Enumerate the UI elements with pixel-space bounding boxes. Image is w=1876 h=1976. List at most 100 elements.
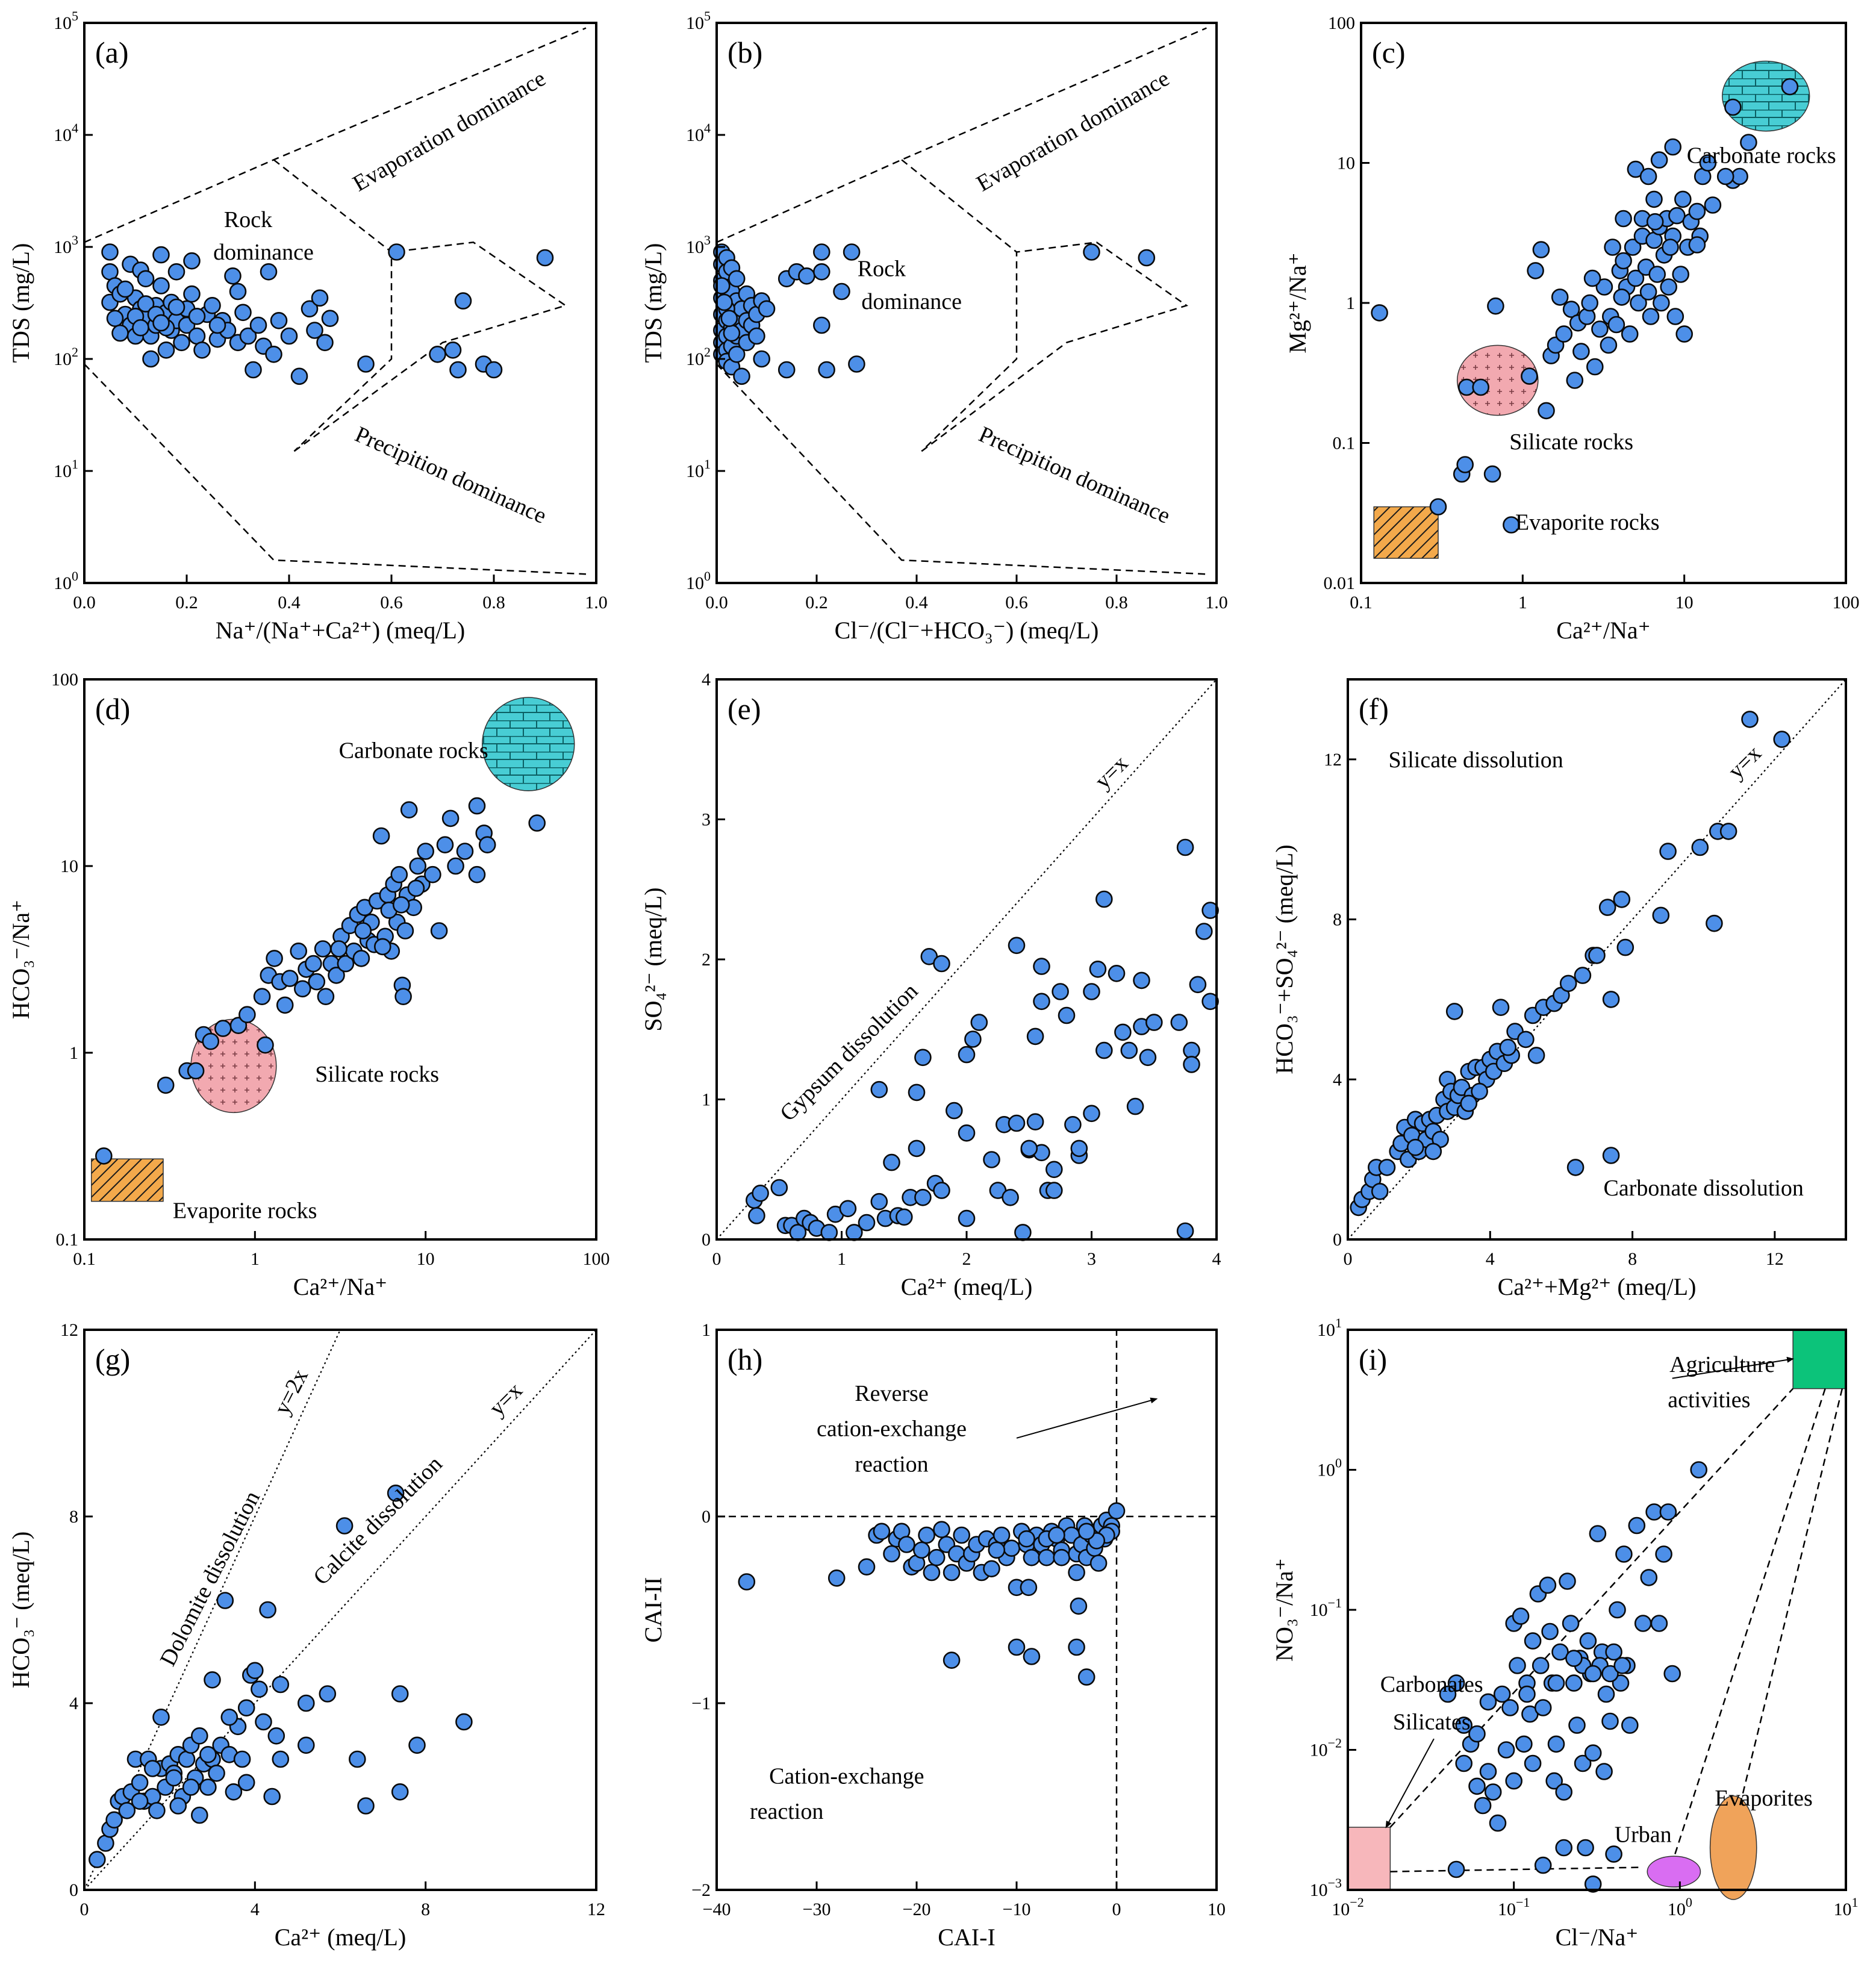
annotation-e-1: Gypsum dissolution [775,979,923,1126]
annotation-c-0: Carbonate rocks [1687,143,1836,169]
data-point [321,310,339,328]
data-point [1058,1006,1076,1024]
data-point [1652,906,1670,924]
data-point [1083,1105,1100,1123]
annotation-c-1: Silicate rocks [1509,429,1633,455]
data-point [1581,294,1598,312]
data-point [319,1685,337,1703]
data-point [1716,167,1734,185]
data-point [152,277,170,295]
annotation-a-1: dominance [213,240,314,265]
data-point [770,1179,788,1197]
data-point [1120,1041,1138,1059]
y-tick-label: 10−1 [1310,1595,1342,1620]
x-axis-label-a: Na⁺/(Na⁺+Ca²⁺) (meq/L) [216,617,465,644]
data-point [468,865,486,884]
data-point [1183,1056,1200,1073]
data-point [1559,974,1577,993]
y-tick-label: 100 [686,569,711,593]
region-evaporite_box-c [1373,506,1439,559]
data-point [311,289,329,307]
x-tick-label: 3 [1087,1249,1096,1269]
panel-label-c: (c) [1372,36,1406,69]
data-point [173,334,190,352]
data-point [1675,325,1693,343]
data-point [1468,1777,1486,1795]
region-evaporite_box-d [90,1158,164,1202]
y-tick-label: 4 [1333,1070,1342,1089]
y-axis-label-h: CAI-II [640,1577,667,1643]
annotation-arrow-i-0 [1672,1356,1795,1379]
data-point [1688,202,1706,220]
data-point [267,1727,285,1745]
data-point [1176,838,1194,856]
data-point [933,955,950,973]
data-point [157,1076,175,1094]
y-tick-label: 0.1 [56,1230,79,1250]
data-point [1501,1699,1519,1716]
data-point [1455,1716,1472,1734]
data-point [1584,1744,1602,1762]
plot-frame-h [715,1329,1218,1891]
data-point [1628,1516,1646,1535]
y-tick-label: 12 [1324,750,1342,770]
data-point [1521,367,1538,385]
annotation-h-3: Cation-exchange [769,1763,924,1789]
data-point [1195,923,1213,940]
annotation-i-1: activities [1668,1388,1750,1413]
x-tick-label: −20 [903,1900,931,1919]
x-tick-label: 0 [1344,1249,1353,1269]
data-point [848,355,865,373]
data-point [1613,288,1631,306]
data-point [1095,1041,1113,1059]
x-axis-label-g: Ca²⁺ (meq/L) [275,1924,407,1951]
data-point [1615,252,1632,270]
annotation-d-2: Evaporite rocks [173,1198,317,1224]
data-point [272,1675,290,1694]
data-point [214,1020,232,1037]
annotation-a-2: Evaporation dominance [349,66,550,196]
data-point [983,1560,1000,1578]
y-tick-label: 103 [686,232,711,257]
data-point [1014,1224,1032,1241]
plot-frame-d [83,678,597,1241]
x-tick-label: −40 [703,1900,731,1919]
data-point [255,1713,272,1731]
data-point [436,836,454,853]
data-point [1648,266,1666,283]
data-point [758,300,776,318]
data-point [913,1541,930,1559]
data-point [245,361,262,379]
x-tick-label: 1 [1518,593,1527,612]
data-point [833,282,850,301]
data-point [106,310,124,328]
data-point [820,1224,838,1241]
x-axis-label-f: Ca²⁺+Mg²⁺ (meq/L) [1498,1273,1697,1300]
data-point [988,1541,1006,1559]
guide-line-i-1 [1390,1866,1644,1872]
data-point [131,1792,149,1810]
data-point [266,950,283,967]
panel-f: Silicate dissolution Carbonate dissolutio… [1271,678,1847,1300]
data-point [95,1147,113,1165]
data-point [335,1517,354,1535]
data-point [723,324,741,342]
annotation-h-0: Reverse [855,1381,928,1406]
data-point [394,988,412,1005]
data-point [1532,241,1550,258]
y-tick-label: 100 [51,670,78,690]
data-point [908,1083,926,1102]
annotation-f-1: Carbonate dissolution [1603,1176,1803,1201]
x-tick-label: 10−2 [1332,1895,1363,1919]
data-point [388,243,405,261]
x-tick-label: 4 [1212,1249,1221,1269]
data-point [1588,947,1606,964]
x-axis-label-c: Ca²⁺/Na⁺ [1556,617,1650,644]
x-tick-label: 100 [1668,1895,1692,1919]
y-tick-label: 100 [1317,1456,1342,1480]
y-tick-label: 0.01 [1324,573,1356,593]
data-point [1503,516,1520,534]
y-tick-label: 10 [60,856,78,876]
data-point [305,955,322,973]
